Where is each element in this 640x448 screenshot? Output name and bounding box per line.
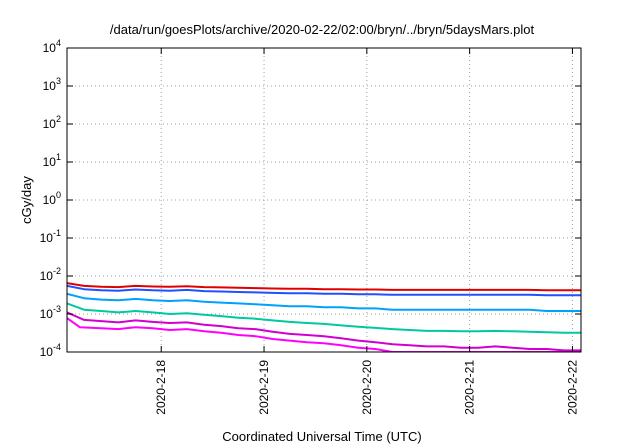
- y-tick-exponent: -1: [53, 228, 61, 238]
- series-line: [67, 317, 581, 352]
- y-tick-label: 101: [43, 152, 61, 169]
- x-tick-labels: 2020-2-18 2020-2-19 2020-2-20 2020-2-21 2020…: [154, 360, 579, 415]
- y-tick-base: 10: [40, 269, 54, 283]
- y-tick-exponent: 3: [56, 76, 61, 86]
- x-tick-label: 2020-2-18: [154, 360, 168, 415]
- y-tick-exponent: 4: [56, 38, 61, 48]
- series-line: [67, 284, 581, 297]
- x-tick-label: 2020-2-20: [360, 360, 374, 415]
- x-tick-label: 2020-2-19: [257, 360, 271, 415]
- data-series: [67, 282, 581, 352]
- y-tick-label: 10-3: [40, 304, 61, 321]
- y-tick-label: 103: [43, 76, 61, 93]
- y-tick-exponent: -4: [53, 342, 61, 352]
- y-tick-label: 10-4: [40, 342, 61, 359]
- y-tick-exponent: 0: [56, 190, 61, 200]
- y-tick-base: 10: [40, 231, 54, 245]
- y-tick-base: 10: [43, 193, 57, 207]
- x-tick-label: 2020-2-22: [565, 360, 579, 415]
- series-line: [67, 292, 581, 312]
- y-tick-exponent: -2: [53, 266, 61, 276]
- y-tick-base: 10: [43, 79, 57, 93]
- y-tick-label: 10-1: [40, 228, 61, 245]
- y-tick-exponent: -3: [53, 304, 61, 314]
- series-line: [67, 302, 581, 334]
- y-tick-base: 10: [43, 41, 57, 55]
- y-tick-base: 10: [43, 155, 57, 169]
- y-tick-label: 10-2: [40, 266, 61, 283]
- y-tick-label: 100: [43, 190, 61, 207]
- y-tick-base: 10: [40, 307, 54, 321]
- y-axis-label: cGy/day: [19, 176, 34, 224]
- series-line: [67, 282, 581, 292]
- x-axis-label: Coordinated Universal Time (UTC): [222, 429, 421, 444]
- y-tick-base: 10: [40, 345, 54, 359]
- grid-lines: [67, 48, 581, 352]
- axis-ticks: [67, 47, 581, 353]
- y-tick-label: 102: [43, 114, 61, 131]
- y-tick-exponent: 1: [56, 152, 61, 162]
- y-tick-base: 10: [43, 117, 57, 131]
- series-line: [67, 311, 581, 352]
- chart-title: /data/run/goesPlots/archive/2020-02-22/0…: [110, 22, 535, 37]
- y-tick-label: 104: [43, 38, 61, 55]
- x-tick-label: 2020-2-21: [463, 360, 477, 415]
- y-tick-exponent: 2: [56, 114, 61, 124]
